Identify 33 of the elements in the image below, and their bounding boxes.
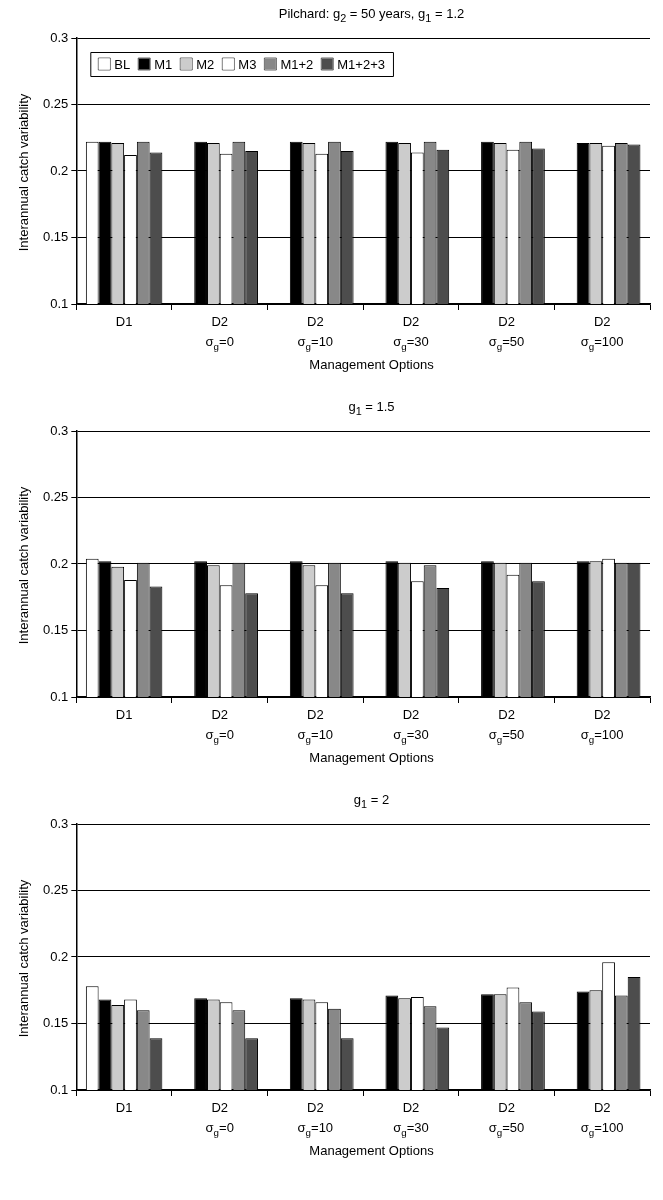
y-tick-label: 0.1 [50, 1081, 69, 1097]
legend-label: M3 [238, 56, 257, 72]
x-axis-title: Management Options [308, 357, 435, 372]
y-tick-label: 0.25 [42, 96, 69, 112]
y-tick-label: 0.25 [42, 882, 69, 898]
y-axis-title: Interannual catch variability [15, 878, 31, 1040]
y-tick-label: 0.3 [50, 29, 69, 45]
y-tick-label: 0.15 [42, 229, 69, 245]
y-tick-label: 0.25 [42, 489, 69, 505]
x-tick-label: D1 [115, 314, 133, 329]
y-tick-label: 0.15 [42, 1015, 69, 1031]
y-tick-label: 0.2 [50, 162, 69, 178]
y-tick-label: 0.1 [50, 688, 69, 704]
legend-label: M2 [196, 56, 215, 72]
legend-label: BL [114, 56, 131, 72]
legend-label: M1+2+3 [337, 56, 385, 72]
chart-title: Pilchard: g$_{2}$ = 50 years, g$_{1}$ = 1.2 [277, 6, 466, 24]
y-axis-title: Interannual catch variability [15, 92, 31, 254]
chart-title: g$_{1}$ = 2 [352, 792, 391, 810]
y-tick-label: 0.3 [50, 422, 69, 438]
x-tick-label: D1 [115, 1100, 133, 1115]
x-axis-title: Management Options [308, 750, 435, 765]
legend-label: M1+2 [280, 56, 314, 72]
x-axis-title: Management Options [308, 1143, 435, 1158]
y-tick-label: 0.2 [50, 555, 69, 571]
legend-label: M1 [154, 56, 173, 72]
y-tick-label: 0.15 [42, 622, 69, 638]
y-tick-label: 0.1 [50, 295, 69, 311]
y-axis-title: Interannual catch variability [15, 485, 31, 647]
y-tick-label: 0.3 [50, 815, 69, 831]
chart-title: g$_{1}$ = 1.5 [347, 399, 396, 417]
x-tick-label: D1 [115, 707, 133, 722]
y-tick-label: 0.2 [50, 948, 69, 964]
